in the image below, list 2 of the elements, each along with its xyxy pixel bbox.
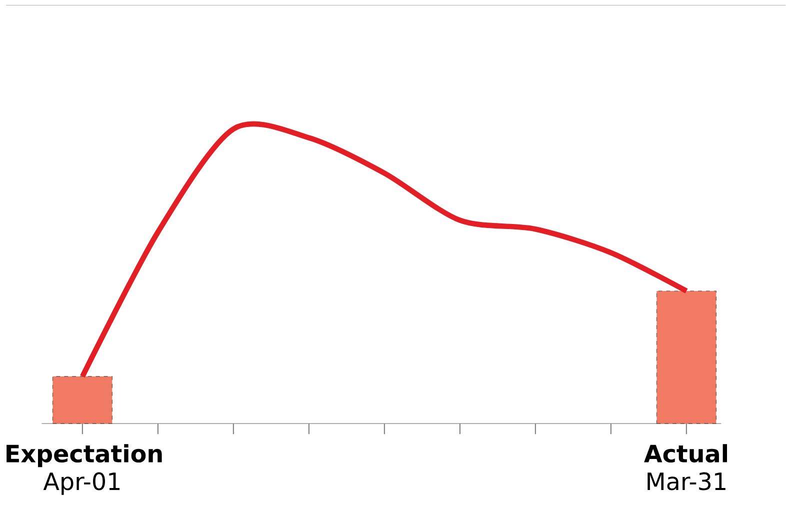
x-tick-label: Expectation Apr-01 (6, 444, 162, 496)
x-tick-label: Actual Mar-31 (644, 444, 727, 490)
